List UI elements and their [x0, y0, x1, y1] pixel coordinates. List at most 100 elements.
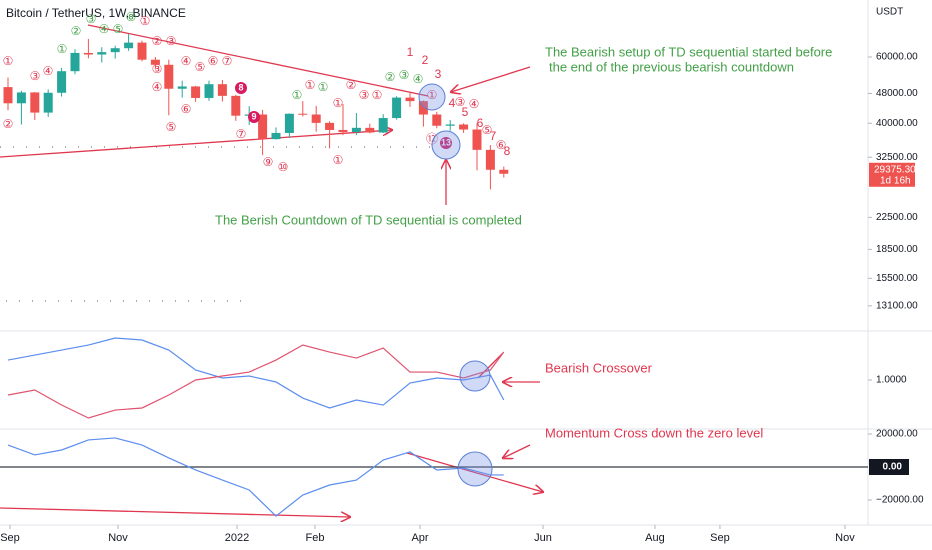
candle-body — [499, 169, 509, 174]
y-tick-label: 22500.00 — [876, 212, 918, 223]
trend-line — [0, 130, 392, 158]
highlight-circle — [418, 83, 446, 111]
candle-body — [124, 42, 134, 49]
td-label: ⑦ — [236, 127, 247, 141]
candle-body — [177, 86, 187, 89]
x-tick-label: 2022 — [225, 532, 249, 544]
candle-body — [43, 92, 53, 113]
x-tick-label: Apr — [411, 532, 428, 544]
last-price-box — [869, 162, 915, 187]
td-label: ⑥ — [496, 138, 507, 152]
x-tick-label: Nov — [108, 532, 128, 544]
td-label: ③ — [455, 95, 466, 109]
td-label: ⑤ — [482, 123, 493, 137]
td-label: ③ — [86, 12, 97, 26]
annotation: The Berish Countdown of TD sequential is… — [215, 212, 522, 227]
td-label: ③ — [166, 34, 177, 48]
candle-body — [445, 124, 455, 126]
td-label: 3 — [435, 67, 442, 81]
td-label: ① — [292, 88, 303, 102]
candle-body — [392, 97, 402, 119]
candle-body — [378, 118, 388, 133]
td-label: 4 — [449, 96, 456, 110]
candle-body — [351, 127, 361, 133]
annotation: the end of the previous bearish countdow… — [549, 59, 794, 74]
candle-body — [311, 114, 321, 123]
indicator-line — [7, 437, 504, 517]
candle-body — [405, 97, 415, 102]
candle-body — [217, 84, 227, 96]
candle-body — [325, 122, 335, 130]
td-label: ⑤ — [166, 120, 177, 134]
td-label: ⑩ — [278, 160, 289, 174]
zero-label-box — [869, 458, 909, 475]
td-label: ① — [305, 78, 316, 92]
candle-body — [16, 92, 26, 104]
td-label: ④ — [413, 72, 424, 86]
td-label: ④ — [469, 97, 480, 111]
x-tick-label: Sep — [0, 532, 20, 544]
td-label: 13 — [441, 137, 451, 147]
td-badge — [235, 82, 247, 94]
arrow — [503, 444, 531, 458]
td-label: ① — [57, 42, 68, 56]
candle-body — [298, 113, 308, 115]
annotation: Bearish Crossover — [545, 360, 653, 375]
td-label: ① — [318, 80, 329, 94]
annotation: The Bearish setup of TD sequential start… — [545, 44, 832, 59]
td-label: ⑨ — [263, 155, 274, 169]
candle-body — [485, 149, 495, 170]
x-tick-label: Nov — [835, 532, 855, 544]
indicator-line — [7, 344, 505, 419]
candle-body — [150, 59, 160, 65]
candle-body — [284, 113, 294, 133]
td-label: ⑥ — [208, 54, 219, 68]
trend-line — [87, 24, 429, 97]
annotation: Momentum Cross down the zero level — [545, 425, 763, 440]
countdown-label: 1d 16h — [880, 175, 911, 186]
last-price-label: 29375.30 — [874, 164, 916, 175]
td-label: ② — [3, 117, 14, 131]
candle-body — [110, 48, 120, 53]
candle-body — [432, 114, 442, 126]
td-label: 7 — [490, 129, 497, 143]
td-label: ⑦ — [222, 54, 233, 68]
td-badge — [248, 111, 260, 123]
td-label: ④ — [152, 80, 163, 94]
td-label: 2 — [422, 53, 429, 67]
td-label: ④ — [181, 54, 192, 68]
highlights — [418, 83, 493, 487]
symbol-title: Bitcoin / TetherUS, 1W, BINANCE — [6, 6, 186, 20]
candle-body — [3, 87, 13, 104]
td-label: ① — [372, 88, 383, 102]
y-tick-label: 20000.00 — [876, 429, 918, 440]
candle-body — [258, 114, 268, 140]
candle-body — [338, 129, 348, 133]
td-label: 8 — [238, 82, 243, 92]
y-tick-label: 15500.00 — [876, 273, 918, 284]
td-label: ③ — [152, 62, 163, 76]
candle-body — [231, 95, 241, 116]
trend-line — [477, 352, 504, 379]
td-label: ① — [427, 88, 438, 102]
td-label: 6 — [477, 116, 484, 130]
y-tick-label: 60000.00 — [876, 52, 918, 63]
highlight-circle — [459, 360, 491, 392]
y-tick-label: 32500.00 — [876, 152, 918, 163]
candle-body — [472, 129, 482, 150]
currency: USDT — [876, 7, 903, 18]
td-badge — [440, 137, 452, 149]
candle-body — [97, 52, 107, 55]
td-label: ④ — [99, 22, 110, 36]
td-label: ① — [333, 96, 344, 110]
candle-body — [459, 124, 469, 130]
candle-body — [418, 101, 428, 115]
td-label: 5 — [462, 105, 469, 119]
y-tick-label: −20000.00 — [876, 495, 924, 506]
y-tick-label: 13100.00 — [876, 300, 918, 311]
marks: Sep Nov 2022 Feb Apr Jun Aug Sep Nov 60000.00 4800… — [0, 10, 924, 544]
td-label: ② — [71, 24, 82, 38]
td-label: ① — [3, 54, 14, 68]
candle-body — [164, 64, 174, 89]
